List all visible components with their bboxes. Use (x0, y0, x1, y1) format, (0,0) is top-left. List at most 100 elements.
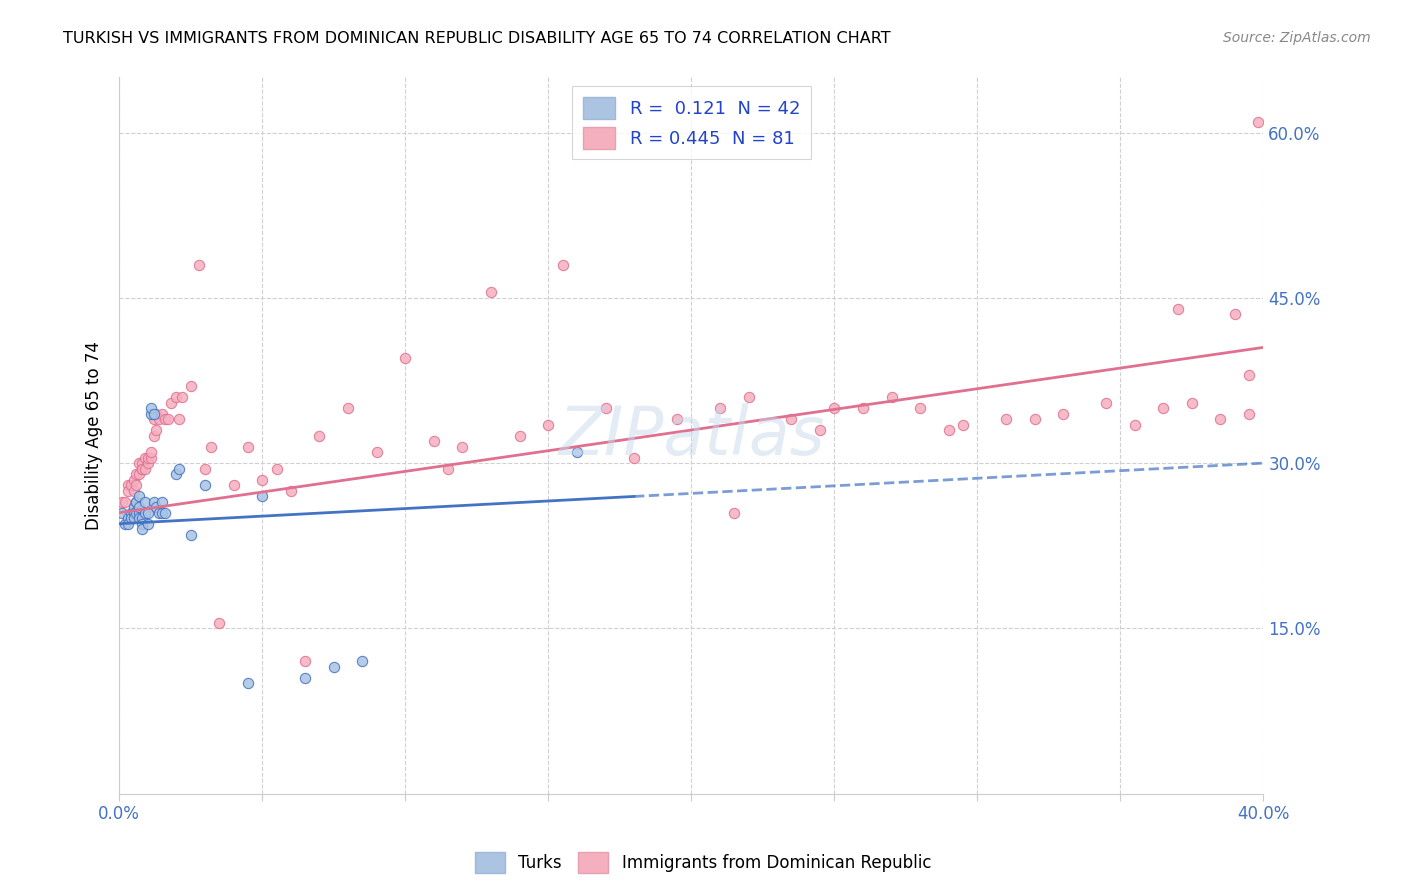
Point (156, 412, 179, 426)
Point (737, 390, 759, 404)
Point (180, 379, 202, 393)
Point (148, 412, 170, 426)
Point (423, 434, 446, 448)
Point (322, 660, 344, 674)
Point (352, 655, 374, 669)
Point (166, 390, 188, 404)
Point (451, 440, 474, 454)
Point (1209, 412, 1232, 426)
Point (134, 494, 156, 508)
Point (1095, 395, 1118, 409)
Point (122, 483, 145, 498)
Point (153, 412, 176, 426)
Point (252, 489, 274, 503)
Point (131, 461, 153, 475)
Point (114, 516, 136, 531)
Point (122, 500, 145, 515)
Point (131, 456, 153, 470)
Point (188, 258, 211, 272)
Point (565, 445, 588, 459)
Point (1237, 368, 1260, 382)
Point (366, 445, 388, 459)
Point (125, 506, 148, 520)
Point (150, 407, 173, 421)
Point (180, 527, 202, 541)
Point (117, 511, 139, 525)
Point (551, 258, 574, 272)
Point (159, 395, 181, 409)
Point (194, 478, 217, 492)
Point (139, 450, 162, 465)
Point (823, 401, 845, 415)
Point (131, 511, 153, 525)
Point (125, 494, 148, 508)
Point (994, 412, 1017, 426)
Point (142, 412, 165, 426)
Point (166, 467, 188, 482)
Point (208, 615, 231, 630)
Point (294, 671, 316, 685)
Point (139, 401, 162, 415)
Point (169, 412, 191, 426)
Text: TURKISH VS IMMIGRANTS FROM DOMINICAN REPUBLIC DISABILITY AGE 65 TO 74 CORRELATIO: TURKISH VS IMMIGRANTS FROM DOMINICAN REP… (63, 31, 891, 46)
Point (852, 401, 875, 415)
Point (117, 483, 139, 498)
Point (136, 516, 159, 531)
Point (128, 511, 150, 525)
Point (200, 440, 222, 454)
Point (142, 407, 165, 421)
Text: ZIPatlas: ZIPatlas (558, 402, 824, 468)
Point (780, 412, 803, 426)
Point (125, 467, 148, 482)
Point (145, 407, 167, 421)
Point (142, 428, 165, 442)
Legend: R =  0.121  N = 42, R = 0.445  N = 81: R = 0.121 N = 42, R = 0.445 N = 81 (572, 87, 811, 160)
Point (128, 500, 150, 515)
Point (938, 423, 960, 437)
Point (111, 494, 134, 508)
Point (122, 473, 145, 487)
Point (537, 417, 560, 432)
Point (169, 461, 191, 475)
Point (1167, 301, 1189, 316)
Point (134, 506, 156, 520)
Point (222, 478, 245, 492)
Point (150, 494, 173, 508)
Point (128, 456, 150, 470)
Point (134, 461, 156, 475)
Point (122, 506, 145, 520)
Point (128, 489, 150, 503)
Point (294, 655, 316, 669)
Y-axis label: Disability Age 65 to 74: Disability Age 65 to 74 (86, 341, 103, 530)
Point (128, 467, 150, 482)
Point (908, 401, 931, 415)
Point (139, 445, 162, 459)
Point (120, 506, 142, 520)
Point (236, 676, 259, 690)
Point (148, 506, 170, 520)
Point (172, 390, 194, 404)
Point (1052, 407, 1074, 421)
Point (1223, 307, 1246, 321)
Point (1246, 114, 1268, 128)
Point (131, 516, 153, 531)
Point (136, 506, 159, 520)
Point (136, 456, 159, 470)
Point (117, 478, 139, 492)
Point (1181, 395, 1204, 409)
Point (128, 506, 150, 520)
Point (666, 412, 689, 426)
Point (117, 516, 139, 531)
Point (623, 450, 645, 465)
Point (1024, 412, 1046, 426)
Point (1123, 417, 1146, 432)
Point (134, 450, 156, 465)
Point (145, 500, 167, 515)
Point (509, 428, 531, 442)
Point (131, 522, 153, 536)
Point (952, 417, 974, 432)
Point (808, 423, 831, 437)
Point (252, 473, 274, 487)
Point (595, 401, 617, 415)
Point (437, 461, 460, 475)
